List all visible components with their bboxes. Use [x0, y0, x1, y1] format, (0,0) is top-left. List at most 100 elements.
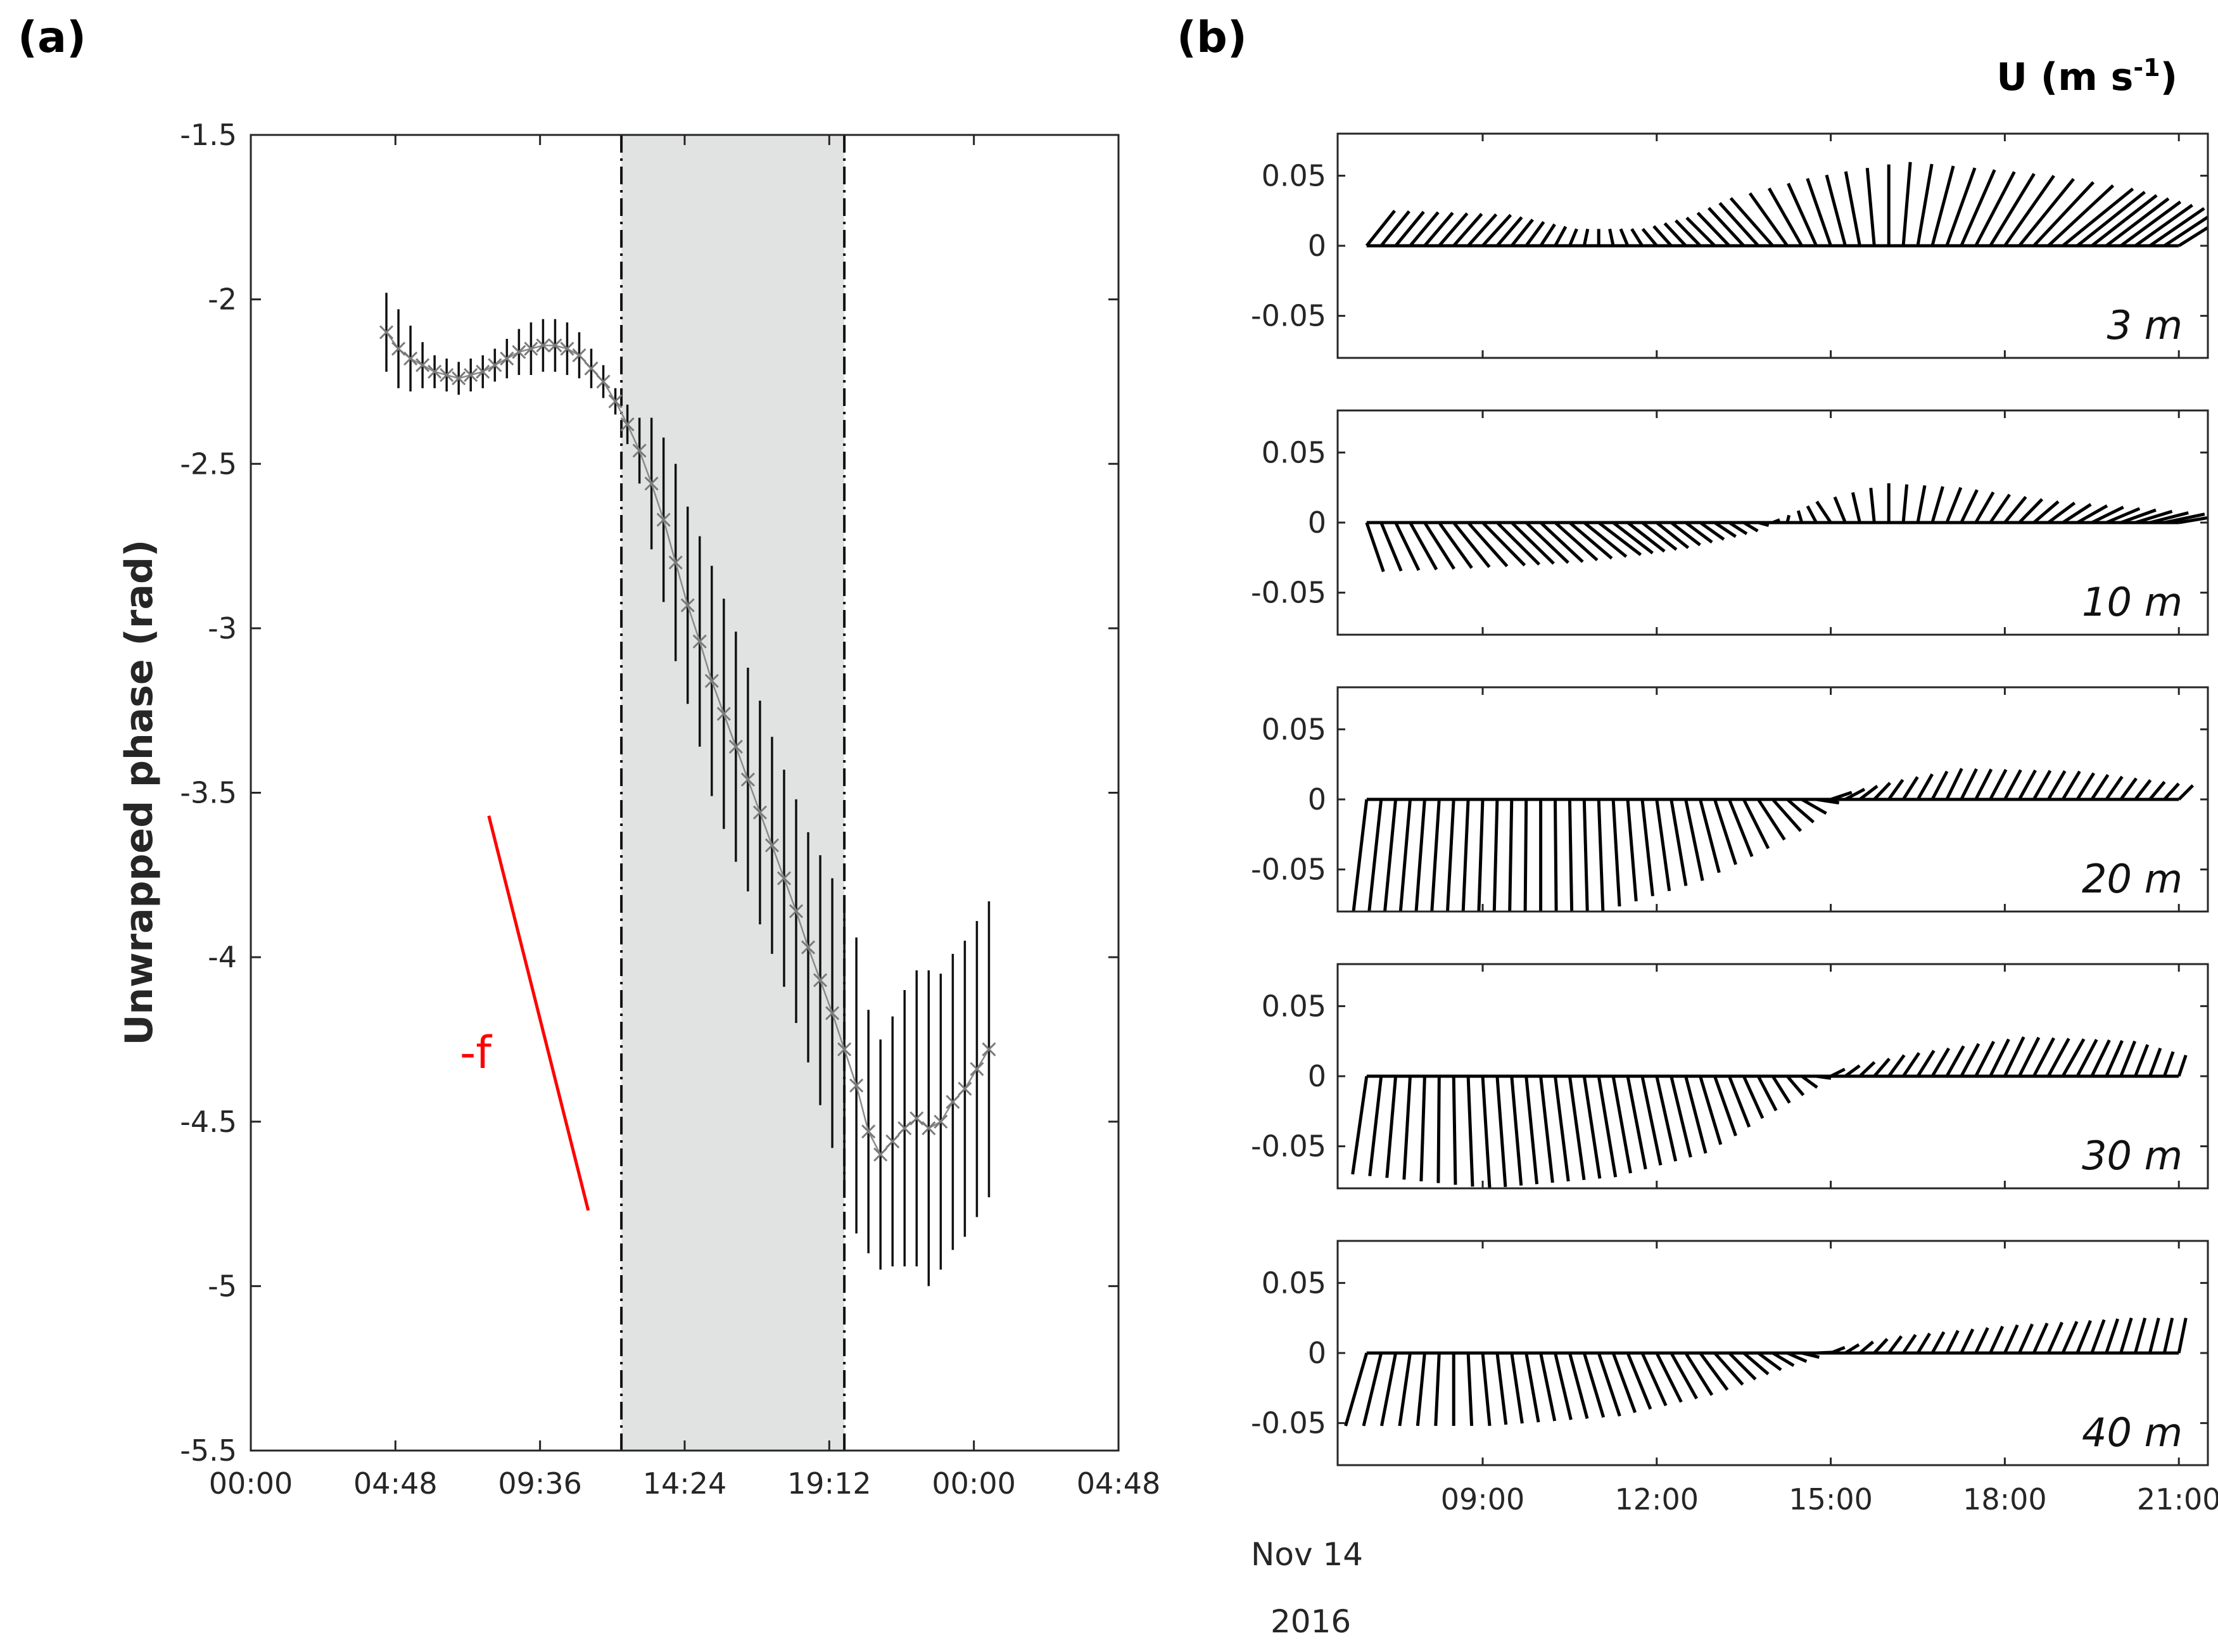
- velocity-stick: [1539, 1076, 1554, 1183]
- velocity-stick: [2062, 187, 2134, 247]
- depth-label: 3 m: [2107, 302, 2183, 348]
- velocity-stick: [1398, 1352, 1412, 1426]
- data-point-stroke: [970, 1062, 984, 1076]
- y-tick-label: -0.05: [1251, 1406, 1326, 1440]
- velocity-stick: [1816, 797, 1840, 805]
- inertial-frequency-reference-line: [487, 815, 590, 1211]
- velocity-stick: [1402, 1076, 1412, 1180]
- velocity-stick: [2090, 1039, 2111, 1077]
- velocity-stick: [2091, 194, 2158, 247]
- data-point: [415, 358, 430, 372]
- x-tick-label: 00:00: [209, 1466, 293, 1501]
- velocity-stick: [2003, 1324, 2019, 1354]
- velocity-stick: [1495, 1076, 1507, 1187]
- velocity-stick: [2090, 773, 2110, 801]
- velocity-stick: [1974, 768, 1993, 801]
- data-point: [464, 367, 478, 383]
- data-point-stroke: [680, 598, 695, 613]
- velocity-stick: [1758, 521, 1770, 527]
- velocity-stick: [2032, 500, 2060, 524]
- data-point: [668, 555, 683, 570]
- data-point: [752, 805, 767, 820]
- velocity-stick: [1481, 1076, 1492, 1188]
- velocity-stick: [1945, 768, 1963, 801]
- panel-b-chart: U (m s-1) 0.050-0.05 3 m0.050-0.05 10 m0.0…: [1251, 54, 2218, 1640]
- velocity-stick: [1394, 521, 1421, 571]
- velocity-stick: [1582, 228, 1590, 246]
- data-point-stroke: [813, 973, 828, 988]
- velocity-stick: [1626, 799, 1638, 901]
- data-point-stroke: [488, 358, 502, 372]
- velocity-stick: [1452, 213, 1483, 247]
- panel-a-label: (a): [18, 13, 86, 63]
- velocity-stick: [1699, 799, 1721, 874]
- velocity-stick: [1630, 228, 1644, 247]
- velocity-stick: [1960, 1043, 1980, 1077]
- velocity-stick: [1379, 210, 1410, 247]
- velocity-stick: [1916, 485, 1927, 523]
- velocity-stick: [1816, 1350, 1832, 1355]
- velocity-stick: [1974, 171, 2016, 247]
- y-tick-label: -5.5: [180, 1433, 237, 1468]
- velocity-stick: [1901, 162, 1912, 246]
- velocity-stick: [1865, 167, 1876, 246]
- y-tick-label: -5: [208, 1269, 237, 1303]
- data-point: [488, 358, 502, 372]
- velocity-stick: [1423, 521, 1455, 570]
- quiver-subplot: 0.05 0 -0.05 10 m: [1251, 409, 2209, 636]
- data-point: [572, 348, 586, 362]
- data-point-stroke: [572, 348, 586, 362]
- velocity-stick: [2003, 174, 2055, 247]
- velocity-stick: [1436, 1076, 1441, 1183]
- data-point-stroke: [512, 345, 526, 359]
- velocity-stick: [1379, 522, 1403, 572]
- velocity-stick: [2046, 770, 2067, 801]
- velocity-stick: [2061, 1321, 2079, 1354]
- velocity-stick: [1708, 206, 1746, 247]
- data-point: [440, 367, 454, 383]
- velocity-sticks: [1365, 162, 2208, 248]
- velocity-stick: [1742, 798, 1770, 849]
- velocity-stick: [1916, 773, 1934, 801]
- panel-a-chart: 00:00 04:48 09:36 14:24 19:12 00:00 04:48 -1.5 -…: [117, 118, 1160, 1501]
- data-point: [934, 1114, 948, 1129]
- velocity-stick: [2134, 203, 2193, 248]
- velocity-stick: [1510, 1352, 1524, 1424]
- velocity-stick: [1445, 799, 1455, 912]
- subplot-frame: [1336, 686, 2209, 913]
- data-point-stroke: [548, 338, 562, 353]
- velocity-stick: [1844, 1064, 1861, 1078]
- quiver-subplot: 0.05 0 -0.05 3 m: [1251, 132, 2209, 359]
- velocity-stick: [1930, 165, 1955, 246]
- data-point-stroke: [620, 417, 635, 432]
- velocity-stick: [1713, 799, 1737, 865]
- velocity-stick: [1742, 1075, 1765, 1119]
- velocity-stick: [1656, 521, 1690, 549]
- velocity-stick: [1652, 225, 1673, 247]
- velocity-stick: [1640, 1352, 1668, 1406]
- velocity-stick: [1771, 1351, 1795, 1368]
- velocity-stick: [2148, 1318, 2160, 1354]
- velocity-stick: [1670, 1352, 1698, 1400]
- velocity-stick: [1583, 521, 1628, 558]
- velocity-stick: [1344, 1352, 1369, 1426]
- y-tick-label: -1.5: [180, 118, 237, 152]
- velocity-stick: [1786, 1351, 1808, 1363]
- x-tick-label: 14:24: [643, 1466, 727, 1501]
- data-point-stroke: [958, 1081, 972, 1096]
- velocity-sticks: [1351, 1036, 2188, 1188]
- velocity-stick: [1452, 1076, 1457, 1185]
- velocity-stick: [1930, 770, 1949, 801]
- velocity-stick: [1510, 219, 1534, 247]
- velocity-stick: [1611, 1352, 1637, 1413]
- data-point-stroke: [752, 805, 767, 820]
- velocity-stick: [1524, 1076, 1539, 1185]
- depth-label: 40 m: [2082, 1409, 2183, 1456]
- velocity-stick: [2164, 512, 2205, 524]
- velocity-stick: [1461, 799, 1470, 912]
- velocity-stick: [1481, 213, 1512, 247]
- velocity-stick: [1597, 799, 1605, 912]
- velocity-stick: [1742, 1352, 1770, 1376]
- velocity-stick: [1554, 1352, 1573, 1420]
- velocity-stick: [1539, 1352, 1557, 1421]
